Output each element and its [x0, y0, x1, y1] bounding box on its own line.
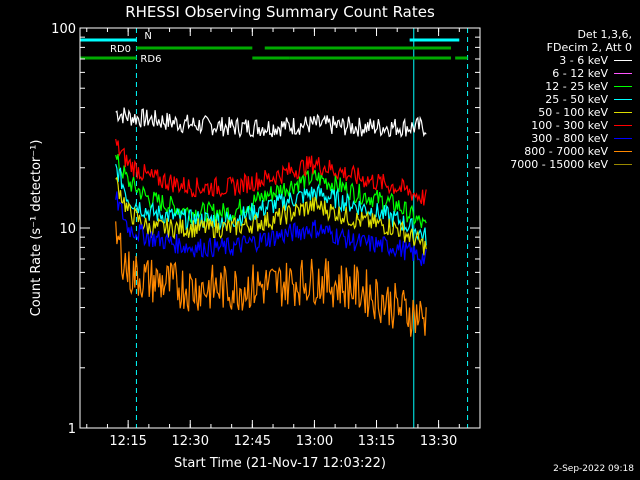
x-tick-label-2: 12:45: [234, 434, 271, 449]
series-line-4: [115, 176, 427, 256]
x-tick-label-1: 12:30: [172, 434, 209, 449]
legend-entry-label: 50 - 100 keV: [538, 106, 608, 119]
series-line-3: [115, 163, 427, 246]
series-line-6: [115, 191, 427, 266]
legend-entry-3: 25 - 50 keV: [510, 93, 632, 106]
legend-swatch: [614, 138, 632, 139]
legend-entry-0: 3 - 6 keV: [510, 54, 632, 67]
legend-entry-label: 6 - 12 keV: [552, 67, 608, 80]
legend-entry-label: 300 - 800 keV: [531, 132, 608, 145]
series-line-2: [115, 153, 427, 229]
plot-area: N RD0 RD6: [79, 28, 469, 428]
status-bar-label-rd6: RD6: [140, 54, 161, 65]
chart-title: RHESSI Observing Summary Count Rates: [125, 3, 435, 21]
x-tick-label-4: 13:15: [358, 434, 395, 449]
legend-entry-7: 800 - 7000 keV: [510, 145, 632, 158]
legend-header-2: FDecim 2, Att 0: [546, 41, 632, 54]
legend-swatch: [614, 73, 632, 74]
legend-entry-1: 6 - 12 keV: [510, 67, 632, 80]
x-axis-label: Start Time (21-Nov-17 12:03:22): [174, 456, 386, 471]
chart-legend: Det 1,3,6, FDecim 2, Att 0 3 - 6 keV 6 - …: [510, 28, 632, 171]
legend-header-1: Det 1,3,6,: [577, 28, 632, 41]
legend-entry-8: 7000 - 15000 keV: [510, 158, 632, 171]
y-tick-label-2: 100: [51, 22, 76, 37]
series-line-0: [115, 107, 427, 139]
legend-entry-2: 12 - 25 keV: [510, 80, 632, 93]
legend-entry-label: 800 - 7000 keV: [524, 145, 608, 158]
legend-swatch: [614, 125, 632, 126]
y-tick-label-0: 1: [68, 422, 76, 437]
x-tick-label-0: 12:15: [109, 434, 146, 449]
legend-entry-4: 50 - 100 keV: [510, 106, 632, 119]
legend-swatch: [614, 164, 632, 165]
legend-entry-label: 7000 - 15000 keV: [510, 158, 608, 171]
legend-swatch: [614, 86, 632, 87]
legend-swatch: [614, 99, 632, 100]
status-bar-label-n: N: [144, 31, 151, 42]
y-tick-label-1: 10: [59, 222, 76, 237]
status-bar-label-rd0: RD0: [110, 44, 131, 55]
x-tick-label-5: 13:30: [420, 434, 457, 449]
legend-swatch: [614, 151, 632, 152]
legend-swatch: [614, 60, 632, 61]
legend-entry-6: 300 - 800 keV: [510, 132, 632, 145]
x-tick-label-3: 13:00: [296, 434, 333, 449]
series-line-7: [115, 221, 427, 337]
legend-entry-label: 100 - 300 keV: [531, 119, 608, 132]
legend-entry-5: 100 - 300 keV: [510, 119, 632, 132]
legend-entry-label: 12 - 25 keV: [545, 80, 608, 93]
legend-swatch: [614, 112, 632, 113]
footer-timestamp: 2-Sep-2022 09:18: [553, 464, 634, 474]
y-axis-label: Count Rate (s⁻¹ detector⁻¹): [29, 140, 44, 317]
series-line-5: [115, 138, 427, 206]
legend-entry-label: 25 - 50 keV: [545, 93, 608, 106]
axes: 12:15 12:30 12:45 13:00 13:15 13:30 1 10 100: [51, 22, 481, 449]
legend-entry-label: 3 - 6 keV: [559, 54, 608, 67]
